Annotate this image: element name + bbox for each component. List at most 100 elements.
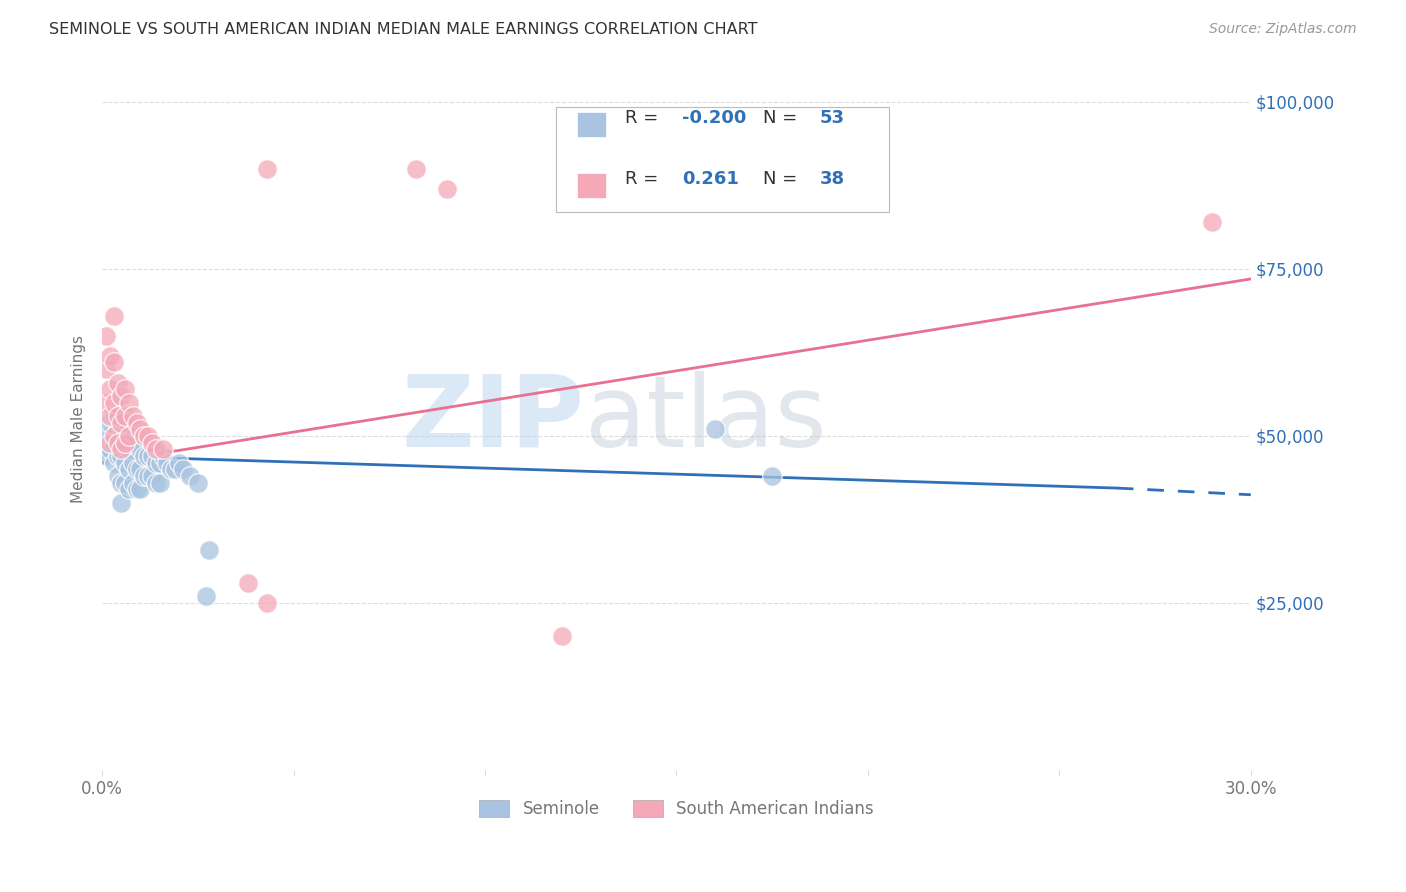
Point [405,161,427,176]
Point [110,442,132,457]
Point [107,422,129,436]
Point [256,161,278,176]
Point [129,462,152,476]
Text: atlas: atlas [585,371,827,467]
Point [145,456,167,470]
Point [94,395,117,409]
Point [103,409,125,423]
Point [114,475,136,490]
Point [550,629,572,643]
Point [589,155,612,169]
Point [110,429,132,443]
Point [98,382,121,396]
Point [152,442,174,457]
Point [118,442,141,457]
Text: -0.200: -0.200 [682,109,747,127]
FancyBboxPatch shape [576,112,606,136]
Point [125,435,148,450]
Point [103,435,125,450]
Point [152,449,174,463]
FancyBboxPatch shape [576,173,606,198]
Point [114,409,136,423]
Text: SEMINOLE VS SOUTH AMERICAN INDIAN MEDIAN MALE EARNINGS CORRELATION CHART: SEMINOLE VS SOUTH AMERICAN INDIAN MEDIAN… [49,22,758,37]
FancyBboxPatch shape [555,107,889,212]
Point [136,469,159,483]
Point [236,576,259,591]
Point [149,456,172,470]
Point [194,589,217,603]
Point [141,469,163,483]
Point [98,442,121,457]
Point [98,435,121,450]
Point [94,449,117,463]
Point [129,483,152,497]
Text: R =: R = [624,109,664,127]
Point [110,496,132,510]
Text: 53: 53 [820,109,845,127]
Point [110,475,132,490]
Point [121,475,143,490]
Point [103,309,125,323]
Point [98,349,121,363]
Text: ZIP: ZIP [402,371,585,467]
Point [187,475,209,490]
Point [107,449,129,463]
Point [107,469,129,483]
Point [134,429,156,443]
Text: N =: N = [762,169,803,187]
Text: N =: N = [762,109,803,127]
Point [118,462,141,476]
Point [125,462,148,476]
Point [145,442,167,457]
Point [98,409,121,423]
Point [107,409,129,423]
Text: 38: 38 [820,169,845,187]
Point [103,355,125,369]
Point [94,328,117,343]
Legend: Seminole, South American Indians: Seminole, South American Indians [472,793,880,825]
Point [114,416,136,430]
Point [110,389,132,403]
Point [156,456,179,470]
Point [163,462,186,476]
Point [134,469,156,483]
Point [121,409,143,423]
Point [436,182,458,196]
Text: R =: R = [624,169,664,187]
Point [103,456,125,470]
Point [107,376,129,390]
Point [107,435,129,450]
Point [94,429,117,443]
Text: Source: ZipAtlas.com: Source: ZipAtlas.com [1209,22,1357,37]
Point [160,462,183,476]
Point [118,395,141,409]
Text: 0.261: 0.261 [682,169,740,187]
Point [256,596,278,610]
Point [141,435,163,450]
Point [103,395,125,409]
Point [125,416,148,430]
Point [1201,215,1223,229]
Point [121,456,143,470]
Point [136,429,159,443]
Point [110,416,132,430]
Y-axis label: Median Male Earnings: Median Male Earnings [72,335,86,503]
Point [118,483,141,497]
Point [129,422,152,436]
Point [703,422,725,436]
Point [114,456,136,470]
Point [114,382,136,396]
Point [134,449,156,463]
Point [145,475,167,490]
Point [103,429,125,443]
Point [118,429,141,443]
Point [179,469,201,483]
Point [136,449,159,463]
Point [149,475,172,490]
Point [761,469,783,483]
Point [121,429,143,443]
Point [198,542,221,557]
Point [141,449,163,463]
Point [98,416,121,430]
Point [167,456,190,470]
